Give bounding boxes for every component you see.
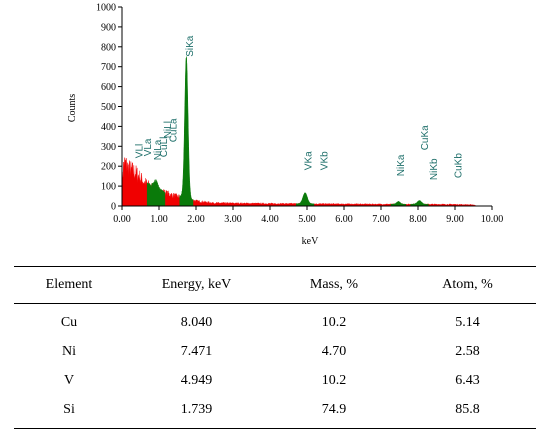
x-axis-title: keV <box>302 236 319 247</box>
peak-3 <box>390 200 407 207</box>
y-tick-label: 600 <box>101 82 116 93</box>
peak-2 <box>295 192 315 207</box>
peak-1 <box>179 56 194 207</box>
peak-label: CuKb <box>453 153 464 178</box>
cell-atom: 2.58 <box>455 343 480 359</box>
table-header-rule <box>14 303 536 304</box>
table-row: Ni 7.471 4.70 2.58 <box>14 337 536 366</box>
peak-label: NiKb <box>429 158 440 180</box>
peak-4 <box>410 199 429 207</box>
peak-label: CuLl <box>159 137 170 158</box>
y-tick-label: 300 <box>101 142 116 153</box>
peak-label: NiKa <box>396 154 407 176</box>
background-spectrum <box>121 157 478 207</box>
y-tick-label: 1000 <box>96 3 116 14</box>
y-tick-label: 800 <box>101 42 116 53</box>
y-tick-label: 700 <box>101 62 116 73</box>
peak-label: CuLa <box>168 118 179 142</box>
header-atom: Atom, % <box>442 277 493 292</box>
x-tick-label: 6.00 <box>335 214 353 225</box>
cell-atom: 5.14 <box>455 314 480 330</box>
header-mass: Mass, % <box>309 277 359 292</box>
y-tick-label: 900 <box>101 22 116 33</box>
x-tick-label: 1.00 <box>150 214 168 225</box>
x-tick-label: 3.00 <box>224 214 242 225</box>
cell-energy: 4.949 <box>180 372 213 388</box>
x-tick-label: 2.00 <box>187 214 205 225</box>
cell-element: Ni <box>62 343 76 359</box>
table-header-row: Element Energy, keV Mass, % Atom, % <box>14 267 536 303</box>
axes: 0 100 200 300 400 500 600 700 800 900 1000 0.00 1.00… <box>96 3 503 226</box>
x-tick-label: 10.00 <box>481 214 504 225</box>
cell-atom: 6.43 <box>455 372 480 388</box>
table-top-rule <box>14 266 536 267</box>
y-tick-label: 200 <box>101 162 116 173</box>
plot-area <box>121 56 478 207</box>
peak-label: VKa <box>303 151 314 170</box>
x-tick-label: 8.00 <box>409 214 427 225</box>
cell-element: Si <box>63 401 75 417</box>
cell-element: V <box>63 372 75 388</box>
y-tick-label: 100 <box>101 182 116 193</box>
table-row: Cu 8.040 10.2 5.14 <box>14 308 536 337</box>
table-row: Si 1.739 74.9 85.8 <box>14 395 536 424</box>
peak-0 <box>146 179 166 207</box>
y-tick-label: 400 <box>101 122 116 133</box>
peak-label: CuKa <box>420 125 431 150</box>
y-axis-title: Counts <box>67 94 78 122</box>
cell-energy: 8.040 <box>180 314 213 330</box>
peak-label: VKb <box>319 151 330 170</box>
cell-energy: 7.471 <box>180 343 213 359</box>
cell-mass: 74.9 <box>321 401 347 417</box>
x-tick-label: 4.00 <box>261 214 279 225</box>
table-row: V 4.949 10.2 6.43 <box>14 366 536 395</box>
x-tick-label: 0.00 <box>113 214 131 225</box>
cell-mass: 10.2 <box>321 314 347 330</box>
header-energy: Energy, keV <box>161 277 232 292</box>
peak-label: NiLa <box>153 139 164 160</box>
eds-spectrum-chart: 0 100 200 300 400 500 600 700 800 900 1000 0.00 1.00… <box>67 3 503 248</box>
cell-atom: 85.8 <box>455 401 480 417</box>
x-tick-label: 9.00 <box>446 214 464 225</box>
cell-energy: 1.739 <box>180 401 213 417</box>
peak-label: SiKa <box>185 35 196 57</box>
peak-label: NiLl <box>163 121 174 138</box>
x-tick-label: 5.00 <box>298 214 316 225</box>
cell-mass: 10.2 <box>321 372 347 388</box>
x-tick-label: 7.00 <box>372 214 390 225</box>
header-element: Element <box>45 277 93 292</box>
cell-mass: 4.70 <box>321 343 347 359</box>
y-tick-label: 0 <box>111 202 116 213</box>
y-tick-label: 500 <box>101 102 116 113</box>
cell-element: Cu <box>60 314 78 330</box>
composition-table: Element Energy, keV Mass, % Atom, % Cu 8… <box>14 266 536 429</box>
peak-label: VLa <box>143 138 154 156</box>
peak-label: VLl <box>134 144 145 158</box>
